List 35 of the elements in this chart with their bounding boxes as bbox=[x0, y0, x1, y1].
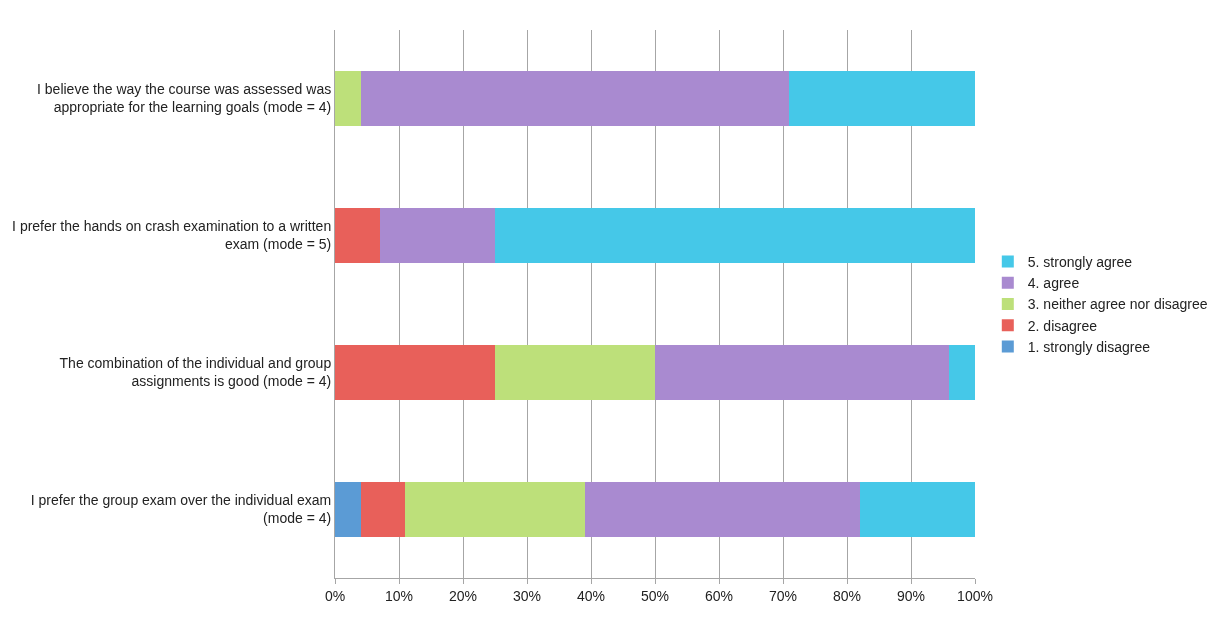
bar bbox=[655, 345, 950, 400]
legend-label: 3. neither agree nor disagree bbox=[1027, 296, 1208, 313]
bar bbox=[360, 71, 790, 126]
y-tick-label: The combination of the individual and group assignments is good (mode = 4) bbox=[59, 355, 332, 390]
x-tick-label: 30% bbox=[512, 587, 542, 604]
legend-label: 1. strongly disagree bbox=[1027, 338, 1151, 355]
bar bbox=[949, 345, 975, 400]
x-tick-label: 50% bbox=[640, 587, 670, 604]
bar bbox=[335, 482, 361, 537]
y-tick-label: I prefer the hands on crash examination to a written exam (mode = 5) bbox=[12, 218, 332, 253]
x-tick-label: 40% bbox=[576, 587, 606, 604]
y-tick-label: I prefer the group exam over the individual exam (mode = 4) bbox=[30, 492, 332, 527]
x-tick-label: 90% bbox=[896, 587, 926, 604]
x-tick-label: 70% bbox=[768, 587, 798, 604]
x-tick-label: 0% bbox=[324, 587, 346, 604]
y-tick-label: I believe the way the course was assessed was appropriate for the learning goals (mode = 4) bbox=[37, 81, 332, 116]
bar bbox=[379, 208, 495, 263]
legend-label: 4. agree bbox=[1027, 275, 1080, 292]
bar bbox=[584, 482, 860, 537]
bar bbox=[789, 71, 975, 126]
bar bbox=[405, 482, 585, 537]
bar bbox=[859, 482, 975, 537]
legend-label: 2. disagree bbox=[1027, 317, 1098, 334]
bar bbox=[495, 208, 975, 263]
bar bbox=[335, 208, 380, 263]
x-tick-label: 10% bbox=[384, 587, 414, 604]
x-tick-label: 100% bbox=[957, 587, 993, 604]
legend-label: 5. strongly agree bbox=[1027, 254, 1133, 271]
x-tick-label: 60% bbox=[704, 587, 734, 604]
bar bbox=[335, 345, 495, 400]
x-tick-label: 80% bbox=[832, 587, 862, 604]
x-tick-label: 20% bbox=[448, 587, 478, 604]
bar bbox=[360, 482, 406, 537]
bar bbox=[335, 71, 361, 126]
bar bbox=[495, 345, 655, 400]
